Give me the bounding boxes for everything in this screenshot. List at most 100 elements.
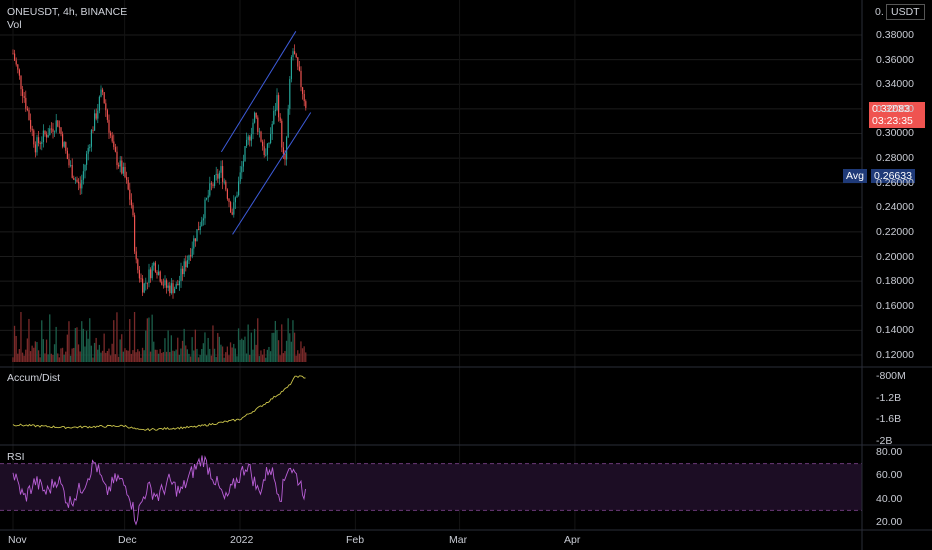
volume-bar [108, 348, 110, 362]
candle-body [63, 142, 65, 147]
candle-body [42, 130, 44, 143]
candle-body [50, 128, 52, 130]
candle-body [225, 181, 227, 190]
volume-bar [109, 355, 112, 362]
volume-bar [201, 348, 203, 362]
volume-legend-label[interactable]: Vol [7, 19, 22, 31]
candle-body [52, 128, 54, 132]
volume-bar [218, 336, 220, 362]
rsi-label[interactable]: RSI [7, 451, 25, 463]
candle-body [182, 268, 184, 275]
volume-bar [57, 353, 59, 362]
volume-bar [55, 326, 57, 362]
candle-body [174, 288, 176, 294]
volume-bar [148, 317, 150, 362]
candle-body [100, 89, 102, 97]
candle-body [130, 199, 132, 206]
volume-bar [241, 338, 243, 362]
volume-bar [221, 346, 224, 362]
last-price-value: 0.32083 [872, 103, 910, 115]
candle-body [191, 248, 193, 257]
volume-bars [12, 312, 307, 362]
candle-body [193, 238, 195, 249]
volume-bar [145, 330, 147, 362]
volume-bar [114, 354, 116, 362]
volume-bar [65, 351, 67, 362]
volume-bar [210, 355, 212, 362]
candle-body [228, 198, 230, 203]
volume-bar [253, 328, 256, 362]
volume-bar [297, 350, 299, 362]
candle-body [258, 131, 260, 133]
volume-bar [87, 338, 89, 362]
candle-body [247, 136, 249, 140]
volume-bar [132, 350, 134, 362]
candle-body [113, 141, 115, 147]
volume-bar [26, 338, 28, 362]
accum-dist-label[interactable]: Accum/Dist [7, 372, 61, 384]
candle-body [210, 183, 212, 185]
volume-bar [122, 351, 124, 362]
volume-bar [81, 321, 83, 362]
last-price-badge: 0.32083 03:23:35 [869, 102, 925, 128]
volume-bar [255, 344, 257, 362]
candle-body [108, 119, 110, 133]
volume-bar [305, 352, 307, 362]
candle-body [76, 179, 78, 182]
volume-bar [98, 344, 100, 362]
symbol-title[interactable]: ONEUSDT, 4h, BINANCE [7, 6, 128, 18]
candle-body [105, 103, 107, 111]
volume-bar [228, 355, 230, 362]
candle-body [158, 271, 160, 275]
rsi-path [12, 455, 306, 526]
candle-body [89, 146, 91, 149]
candle-body [236, 195, 238, 198]
volume-bar [261, 354, 264, 362]
price-tick-label: 0.34000 [876, 78, 914, 91]
candle-body [70, 164, 72, 166]
volume-bar [202, 343, 204, 362]
candle-body [138, 269, 140, 279]
accum-dist-tick-label: -2B [876, 435, 893, 447]
volume-bar [124, 348, 126, 362]
accum-dist-tick-label: -800M [876, 370, 906, 382]
currency-unit-button[interactable]: USDT [886, 4, 925, 20]
candle-body [170, 283, 172, 294]
candle-body [98, 96, 100, 111]
volume-bar [82, 328, 84, 362]
candle-body [167, 285, 169, 288]
volume-bar [37, 350, 40, 362]
volume-bar [97, 349, 99, 362]
candle-body [122, 166, 124, 174]
volume-bar [90, 345, 92, 362]
candle-body [81, 179, 83, 189]
candle-body [246, 139, 248, 147]
candle-body [183, 261, 185, 275]
candle-body [298, 66, 300, 71]
price-tick-label: 0.22000 [876, 225, 914, 238]
candle-body [148, 269, 150, 284]
volume-bar [121, 334, 123, 362]
volume-bar [274, 320, 276, 362]
volume-bar [271, 332, 273, 362]
volume-bar [105, 352, 107, 362]
candle-body [257, 117, 259, 132]
volume-bar [53, 344, 56, 362]
volume-bar [36, 342, 38, 362]
candle-body [175, 283, 177, 289]
volume-bar [191, 337, 193, 362]
candle-body [274, 109, 276, 111]
avg-price-badge: 0.26633 [871, 169, 915, 183]
volume-bar [293, 332, 296, 362]
volume-bar [165, 351, 168, 362]
candle-body [222, 166, 224, 182]
volume-bar [188, 353, 190, 362]
trend-channel[interactable] [220, 31, 312, 235]
volume-bar [28, 318, 30, 362]
candle-body [204, 199, 206, 219]
candle-body [118, 165, 120, 167]
volume-bar [100, 352, 102, 362]
candle-body [14, 53, 16, 61]
volume-bar [33, 347, 35, 362]
